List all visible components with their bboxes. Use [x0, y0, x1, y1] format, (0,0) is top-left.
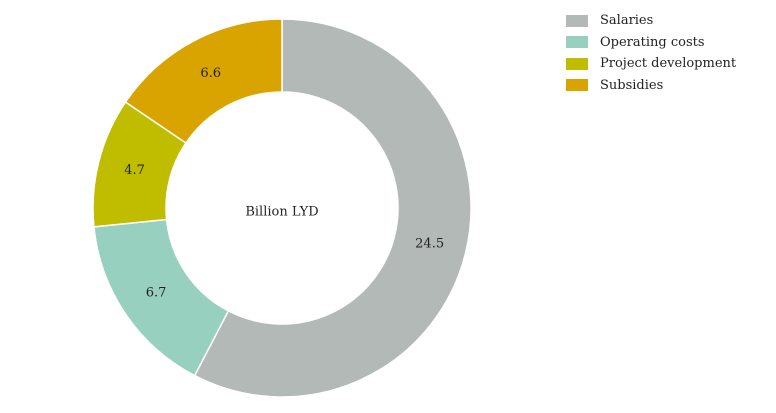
- legend-label: Salaries: [600, 13, 654, 29]
- donut-slices: [92, 18, 472, 398]
- legend-item-subsidies: Subsidies: [566, 75, 736, 97]
- legend-label: Subsidies: [600, 77, 664, 93]
- slice-label-operating-costs: 6.7: [146, 286, 167, 301]
- slice-label-project-development: 4.7: [124, 163, 145, 178]
- legend-swatch: [566, 14, 588, 27]
- slice-salaries: [193, 18, 472, 398]
- legend-label: Project development: [600, 56, 737, 72]
- slice-labels: 24.5 6.7 4.7 6.6: [124, 66, 444, 300]
- legend-label: Operating costs: [600, 34, 705, 50]
- legend-item-project-development: Project development: [566, 53, 736, 75]
- slice-label-salaries: 24.5: [415, 237, 444, 252]
- center-label: Billion LYD: [245, 205, 318, 220]
- legend-item-salaries: Salaries: [566, 10, 736, 32]
- legend-swatch: [566, 36, 588, 49]
- legend-item-operating-costs: Operating costs: [566, 32, 736, 54]
- legend-swatch: [566, 79, 588, 92]
- slice-subsidies: [124, 18, 283, 145]
- legend-swatch: [566, 57, 588, 70]
- legend: Salaries Operating costs Project developme…: [566, 10, 736, 96]
- slice-label-subsidies: 6.6: [200, 66, 221, 81]
